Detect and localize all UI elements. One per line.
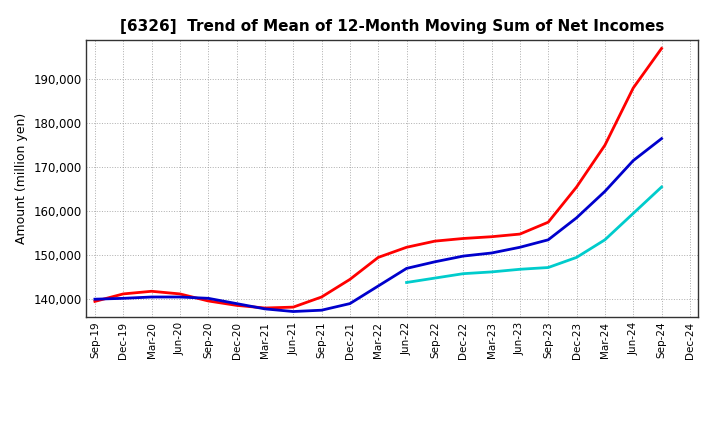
Y-axis label: Amount (million yen): Amount (million yen) [14, 113, 28, 244]
Title: [6326]  Trend of Mean of 12-Month Moving Sum of Net Incomes: [6326] Trend of Mean of 12-Month Moving … [120, 19, 665, 34]
